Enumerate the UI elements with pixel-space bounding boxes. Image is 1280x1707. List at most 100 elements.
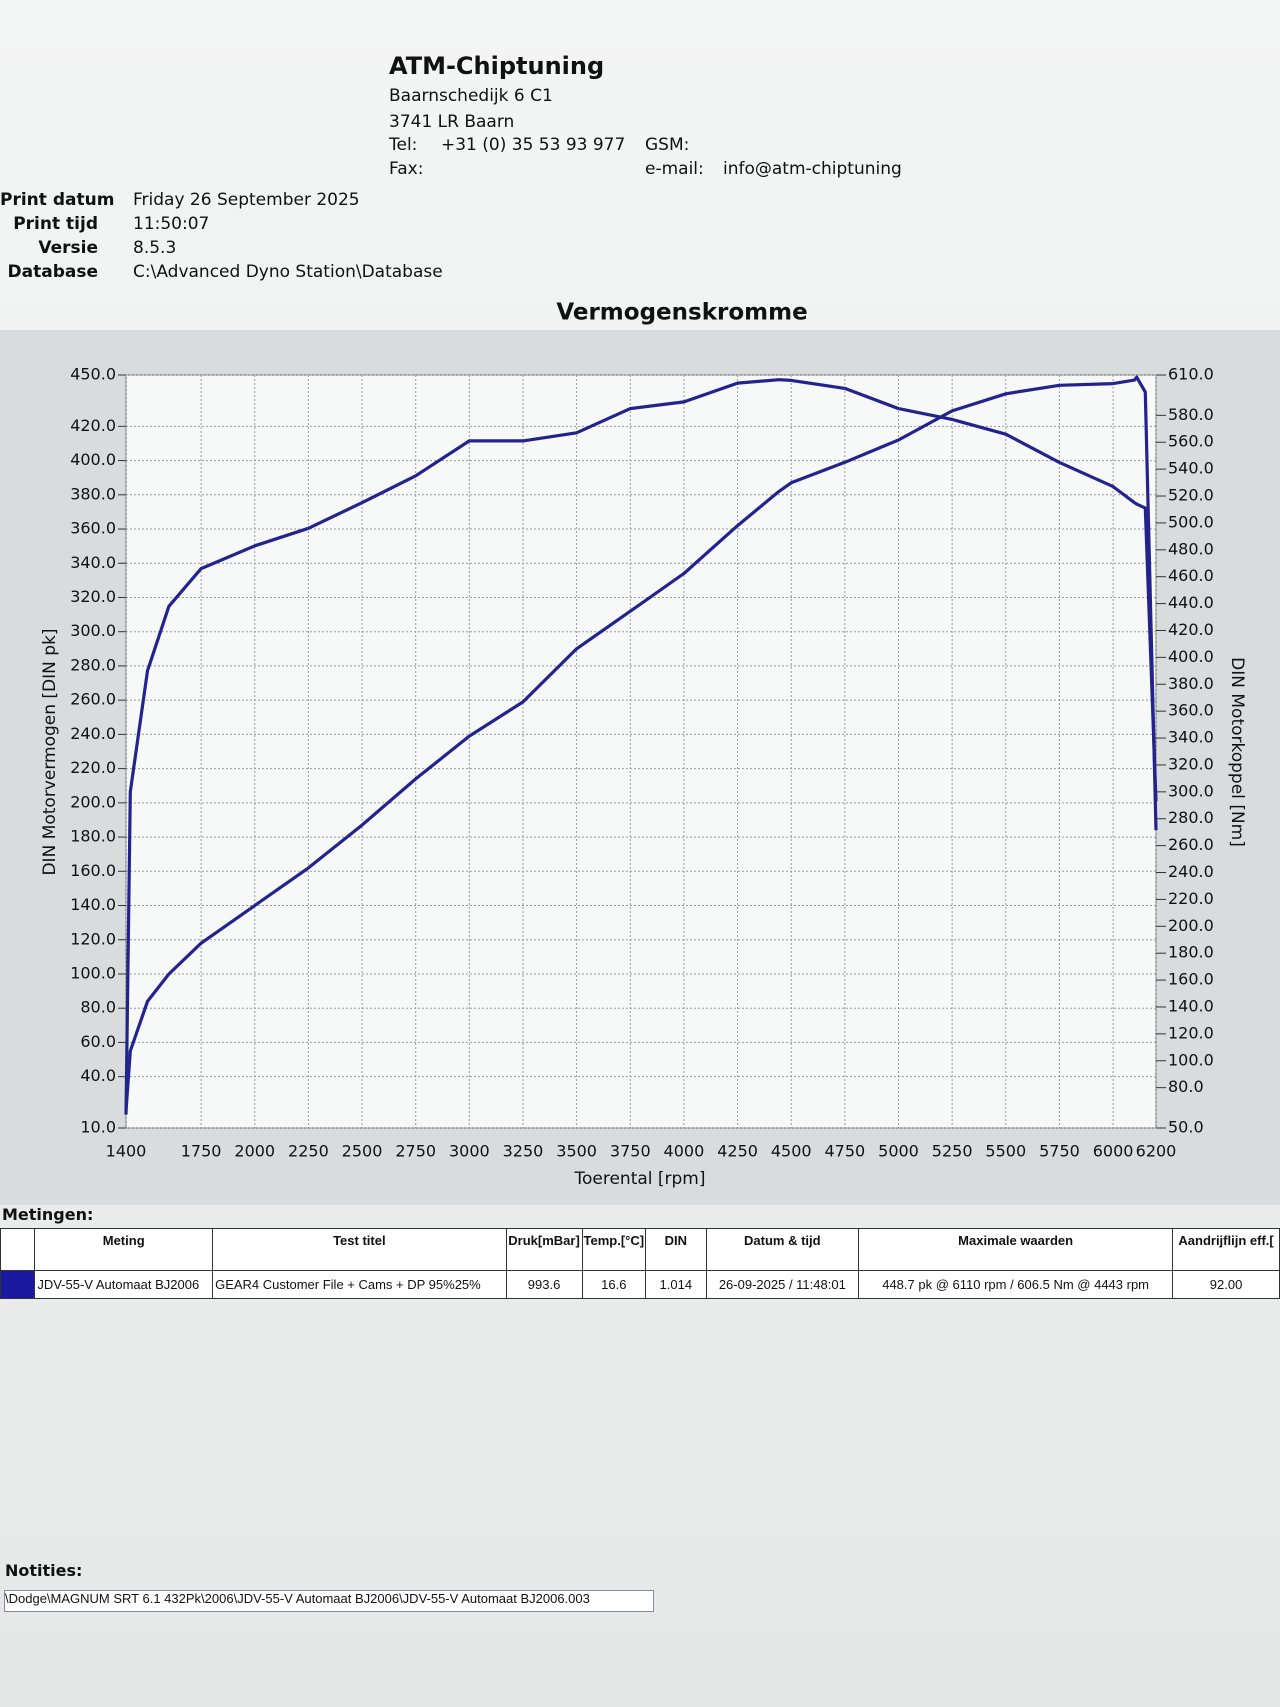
info-value: 8.5.3 xyxy=(133,238,177,258)
x-tick-label: 2500 xyxy=(342,1142,383,1161)
info-label: Versie xyxy=(38,238,98,258)
row-color xyxy=(0,1270,36,1299)
cell: 92.00 xyxy=(1172,1270,1280,1299)
email-label: e-mail: xyxy=(645,159,704,179)
y-tick-label: 40.0 xyxy=(80,1066,116,1085)
column-header: Meting xyxy=(34,1228,214,1271)
header-row: Meting Test titel Druk[mBar] Temp.[°C] DIN Da… xyxy=(0,1228,1280,1271)
data-row: JDV-55-V Automaat BJ2006 GEAR4 Customer F… xyxy=(0,1270,1280,1299)
y2-tick-label: 120.0 xyxy=(1168,1023,1214,1042)
x-tick-label: 5250 xyxy=(932,1142,973,1161)
x-tick-label: 1400 xyxy=(106,1142,147,1161)
y2-tick-label: 260.0 xyxy=(1168,835,1214,854)
y-tick-label: 300.0 xyxy=(70,621,116,640)
y-tick-label: 100.0 xyxy=(70,963,116,982)
y2-tick-label: 480.0 xyxy=(1168,539,1214,558)
y-tick-label: 180.0 xyxy=(70,827,116,846)
y-axis-label: DIN Motorvermogen [DIN pk] xyxy=(40,628,60,875)
y2-tick-label: 540.0 xyxy=(1168,459,1214,478)
cell: 1.014 xyxy=(645,1270,707,1299)
x-tick-label: 5000 xyxy=(878,1142,919,1161)
cell: 26-09-2025 / 11:48:01 xyxy=(705,1270,860,1299)
column-header: Datum & tijd xyxy=(705,1228,860,1271)
x-tick-label: 3000 xyxy=(449,1142,490,1161)
chart-title: Vermogenskromme xyxy=(556,300,807,326)
notes-title: Notities: xyxy=(5,1561,83,1580)
y2-tick-label: 80.0 xyxy=(1168,1077,1204,1096)
plot-area xyxy=(125,374,1157,1129)
gsm-label: GSM: xyxy=(645,135,690,155)
x-tick-label: 4250 xyxy=(717,1142,758,1161)
y2-axis-label: DIN Motorkoppel [Nm] xyxy=(1227,657,1247,847)
y-tick-label: 260.0 xyxy=(70,690,116,709)
fax-label: Fax: xyxy=(389,159,424,179)
y2-tick-label: 360.0 xyxy=(1168,701,1214,720)
y-tick-label: 220.0 xyxy=(70,758,116,777)
x-tick-label: 2000 xyxy=(234,1142,275,1161)
x-tick-label: 4000 xyxy=(664,1142,705,1161)
measurements-table: Meting Test titel Druk[mBar] Temp.[°C] DIN Da… xyxy=(0,1228,1280,1299)
y2-tick-label: 160.0 xyxy=(1168,970,1214,989)
x-tick-label: 3750 xyxy=(610,1142,651,1161)
info-label: Print datum xyxy=(0,190,115,210)
y2-tick-label: 610.0 xyxy=(1168,365,1214,384)
info-label: Database xyxy=(7,262,98,282)
column-header: Test titel xyxy=(212,1228,507,1271)
company: ATM-Chiptuning xyxy=(389,52,605,80)
y2-tick-label: 240.0 xyxy=(1168,862,1214,881)
y2-tick-label: 300.0 xyxy=(1168,781,1214,800)
y2-tick-label: 100.0 xyxy=(1168,1050,1214,1069)
y2-tick-label: 50.0 xyxy=(1168,1118,1204,1137)
y-tick-label: 240.0 xyxy=(70,724,116,743)
email: info@atm-chiptuning xyxy=(723,159,902,179)
x-tick-label: 6000 xyxy=(1093,1142,1134,1161)
series-line xyxy=(124,375,1158,1112)
y-tick-label: 140.0 xyxy=(70,895,116,914)
y-tick-label: 400.0 xyxy=(70,450,116,469)
y-tick-label: 280.0 xyxy=(70,655,116,674)
y2-tick-label: 280.0 xyxy=(1168,808,1214,827)
y-tick-label: 340.0 xyxy=(70,553,116,572)
column-header: Maximale waarden xyxy=(858,1228,1174,1271)
y-tick-label: 120.0 xyxy=(70,929,116,948)
x-axis-label: Toerental [rpm] xyxy=(573,1169,705,1189)
x-tick-label: 4750 xyxy=(824,1142,865,1161)
cell: 448.7 pk @ 6110 rpm / 606.5 Nm @ 4443 rp… xyxy=(858,1270,1174,1299)
y2-tick-label: 420.0 xyxy=(1168,620,1214,639)
column-header: Aandrijflijn eff.[ xyxy=(1172,1228,1280,1271)
y2-tick-label: 460.0 xyxy=(1168,566,1214,585)
y-tick-label: 420.0 xyxy=(70,416,116,435)
y2-tick-label: 560.0 xyxy=(1168,432,1214,451)
x-tick-label: 3500 xyxy=(556,1142,597,1161)
x-tick-label: 3250 xyxy=(503,1142,544,1161)
y2-tick-label: 220.0 xyxy=(1168,889,1214,908)
x-tick-label: 5750 xyxy=(1039,1142,1080,1161)
series-line xyxy=(124,378,1158,1115)
y2-tick-label: 520.0 xyxy=(1168,486,1214,505)
y-tick-label: 80.0 xyxy=(80,998,116,1017)
y2-tick-label: 180.0 xyxy=(1168,943,1214,962)
column-header: Druk[mBar] xyxy=(505,1228,583,1271)
y2-tick-label: 400.0 xyxy=(1168,647,1214,666)
y-tick-label: 200.0 xyxy=(70,792,116,811)
y-tick-label: 160.0 xyxy=(70,861,116,880)
y2-tick-label: 200.0 xyxy=(1168,916,1214,935)
y2-tick-label: 380.0 xyxy=(1168,674,1214,693)
x-tick-label: 6200 xyxy=(1136,1142,1177,1161)
y-tick-label: 360.0 xyxy=(70,519,116,538)
column-header: DIN xyxy=(645,1228,707,1271)
y2-tick-label: 140.0 xyxy=(1168,996,1214,1015)
column-header: Temp.[°C] xyxy=(581,1228,647,1271)
y2-tick-label: 580.0 xyxy=(1168,405,1214,424)
info-value: 11:50:07 xyxy=(133,214,210,234)
info-value: C:\Advanced Dyno Station\Database xyxy=(133,262,443,282)
y-tick-label: 380.0 xyxy=(70,484,116,503)
y-tick-label: 320.0 xyxy=(70,587,116,606)
x-tick-label: 5500 xyxy=(985,1142,1026,1161)
y-tick-label: 60.0 xyxy=(80,1032,116,1051)
y2-tick-label: 340.0 xyxy=(1168,728,1214,747)
x-tick-label: 1750 xyxy=(181,1142,222,1161)
table-title: Metingen: xyxy=(2,1205,94,1224)
y2-tick-label: 500.0 xyxy=(1168,512,1214,531)
